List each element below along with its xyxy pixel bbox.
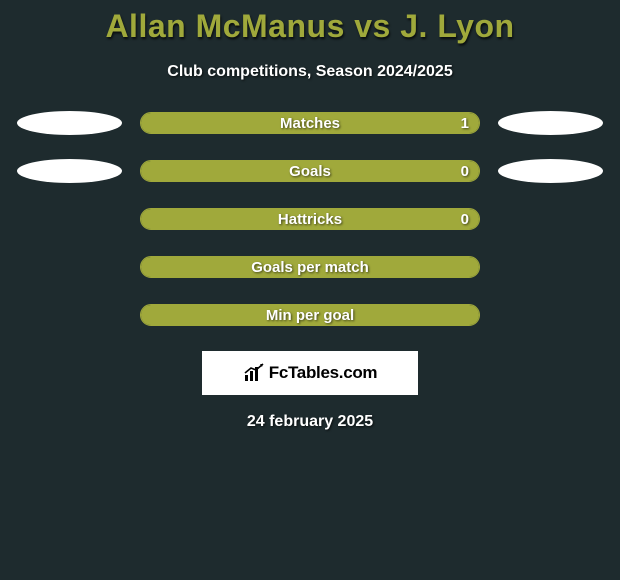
right-spacer xyxy=(498,207,603,231)
stat-row: Min per goal xyxy=(0,303,620,327)
left-value-ellipse xyxy=(17,159,122,183)
date-label: 24 february 2025 xyxy=(0,413,620,431)
page-title: Allan McManus vs J. Lyon xyxy=(0,0,620,45)
left-spacer xyxy=(17,207,122,231)
stat-bar: Goals 0 xyxy=(140,160,480,182)
stat-label: Goals xyxy=(289,163,331,180)
stat-bar: Hattricks 0 xyxy=(140,208,480,230)
stat-value-right: 1 xyxy=(461,115,469,132)
logo-text: FcTables.com xyxy=(269,363,378,383)
left-value-ellipse xyxy=(17,111,122,135)
logo-box: FcTables.com xyxy=(202,351,418,395)
stat-label: Min per goal xyxy=(266,307,354,324)
stat-row: Goals per match xyxy=(0,255,620,279)
stat-value-right: 0 xyxy=(461,211,469,228)
right-value-ellipse xyxy=(498,111,603,135)
left-spacer xyxy=(17,303,122,327)
left-spacer xyxy=(17,255,122,279)
chart-icon xyxy=(243,363,265,383)
stat-row: Goals 0 xyxy=(0,159,620,183)
right-spacer xyxy=(498,303,603,327)
right-value-ellipse xyxy=(498,159,603,183)
stat-label: Matches xyxy=(280,115,340,132)
stat-label: Hattricks xyxy=(278,211,342,228)
right-spacer xyxy=(498,255,603,279)
stat-bar: Matches 1 xyxy=(140,112,480,134)
page-subtitle: Club competitions, Season 2024/2025 xyxy=(0,63,620,81)
stat-bar: Goals per match xyxy=(140,256,480,278)
stat-value-right: 0 xyxy=(461,163,469,180)
stat-bar: Min per goal xyxy=(140,304,480,326)
stat-label: Goals per match xyxy=(251,259,369,276)
stat-row: Hattricks 0 xyxy=(0,207,620,231)
stat-row: Matches 1 xyxy=(0,111,620,135)
comparison-rows: Matches 1 Goals 0 Hattricks 0 Goals per match M… xyxy=(0,111,620,327)
